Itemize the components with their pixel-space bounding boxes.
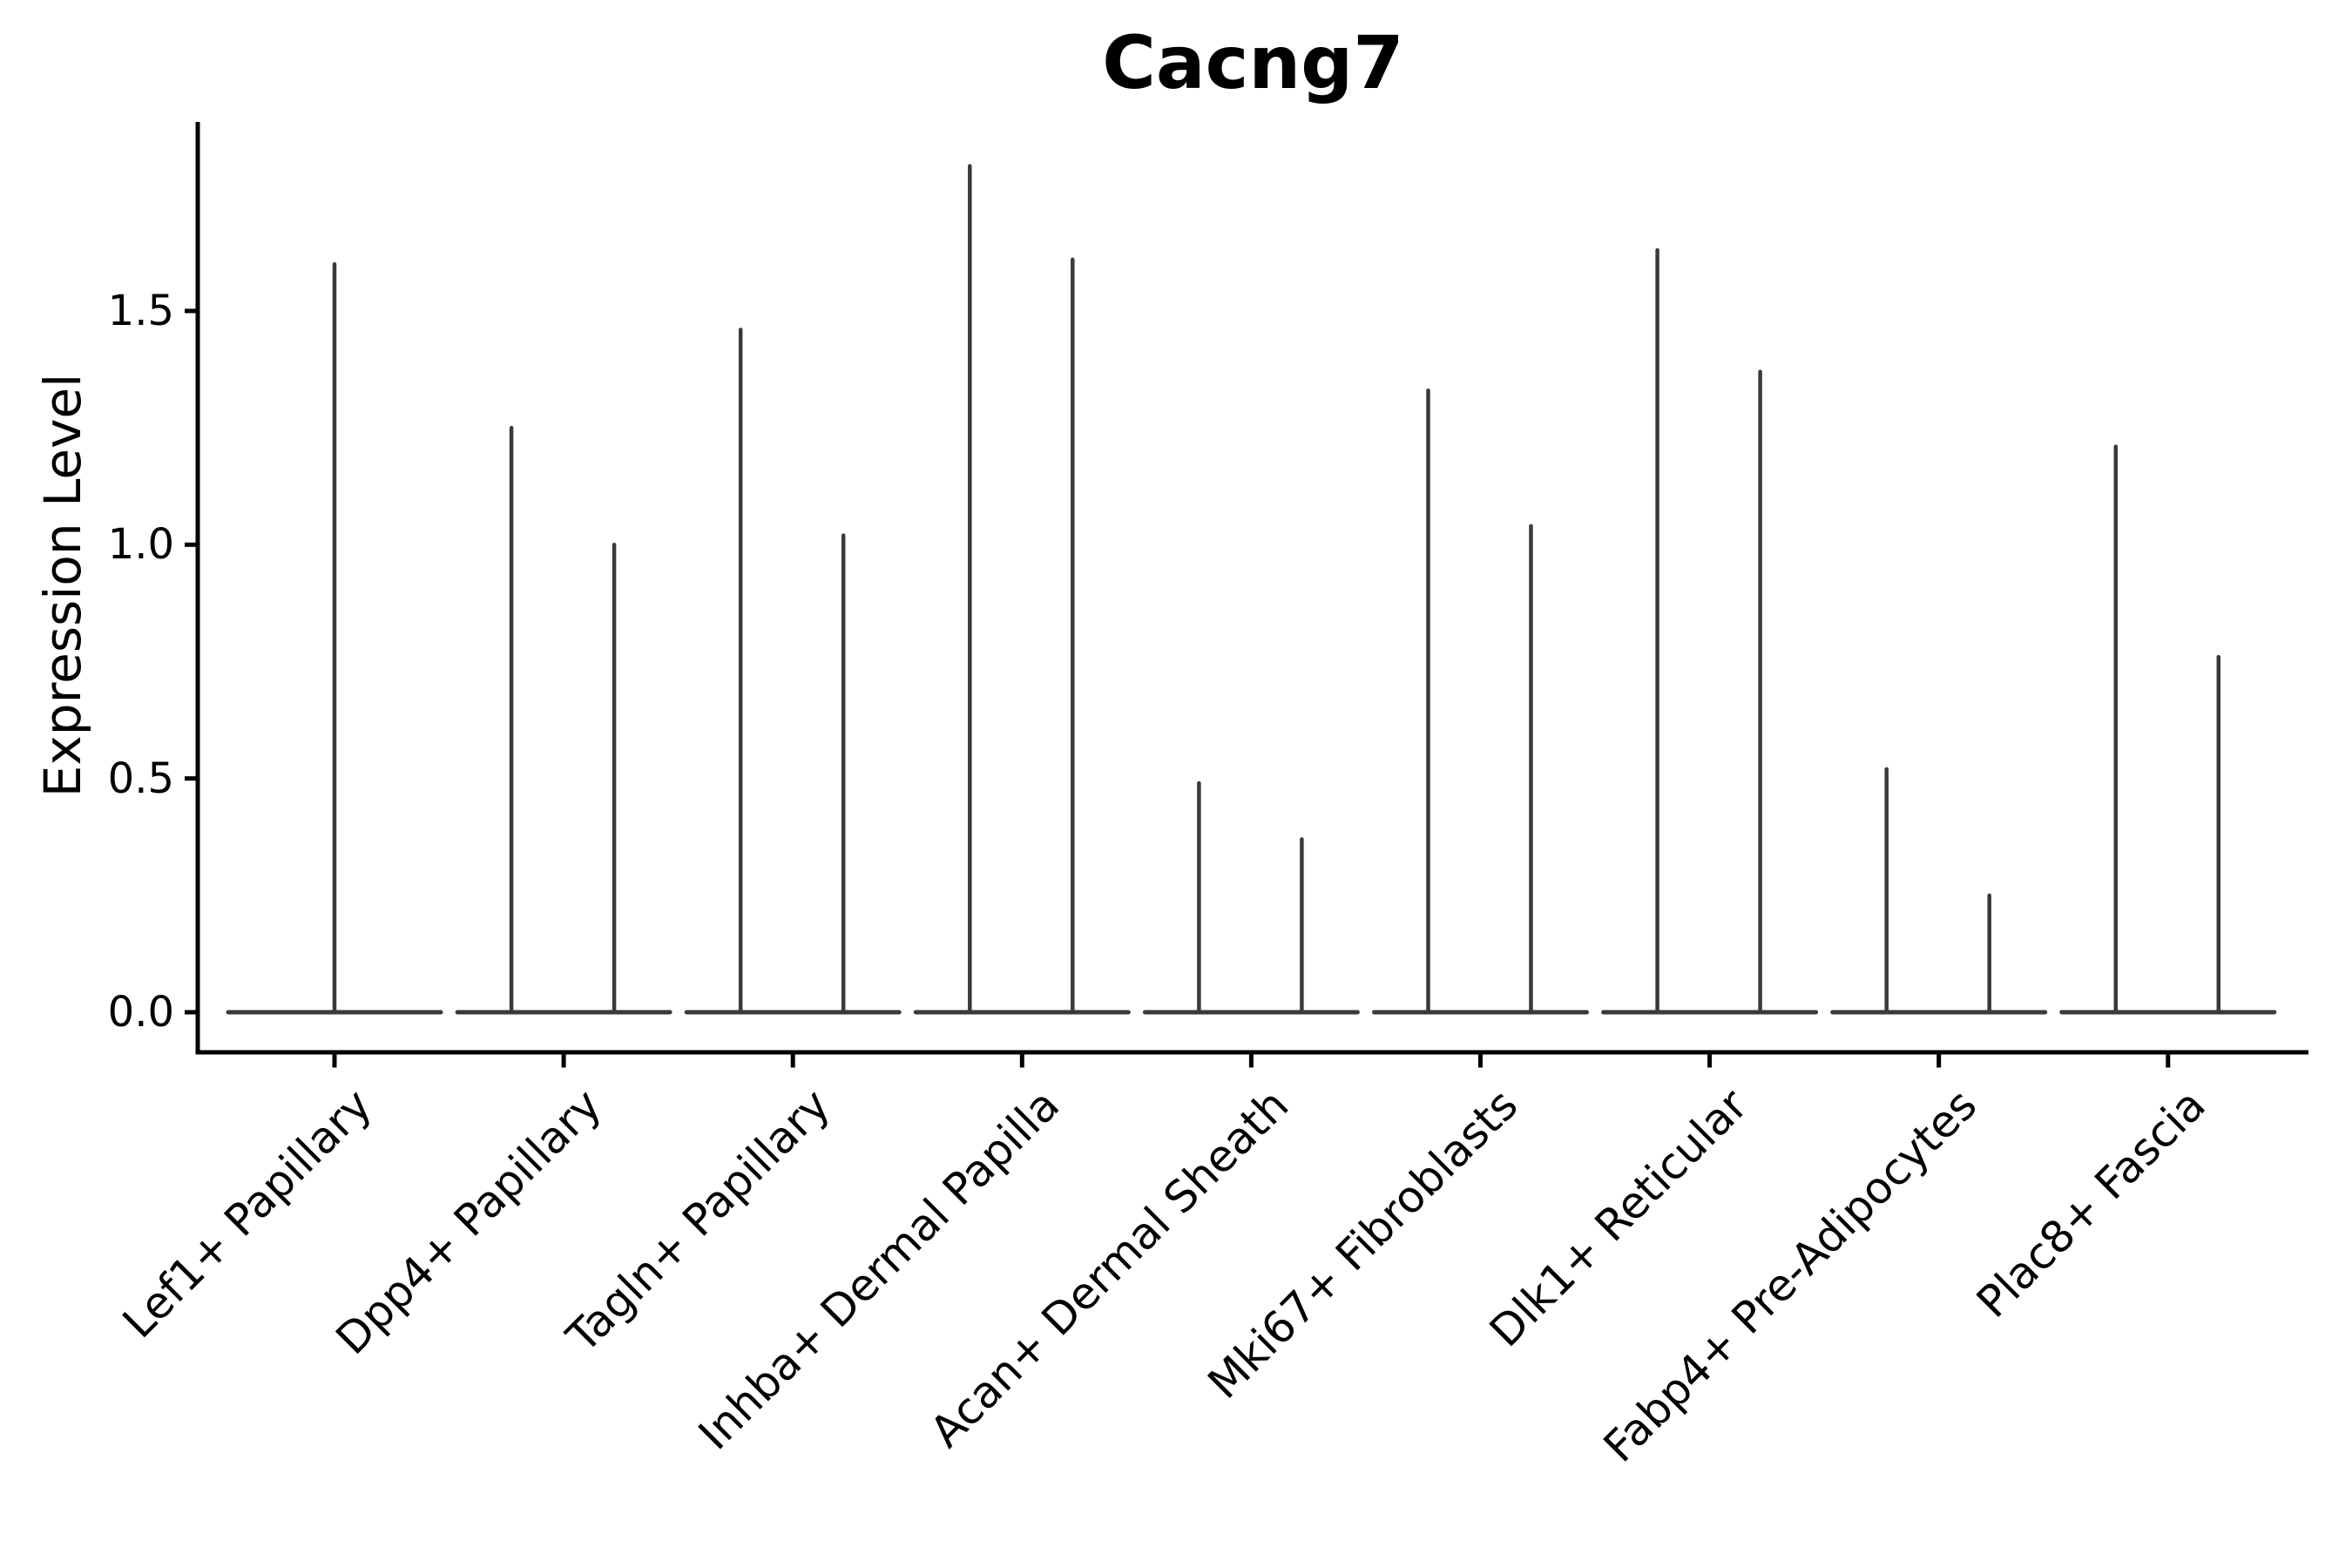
y-tick-label: 0.5: [107, 754, 174, 803]
chart-title: Cacng7: [1102, 20, 1404, 105]
y-tick-label: 1.0: [107, 520, 174, 570]
y-tick-label: 1.5: [107, 286, 174, 335]
y-tick-label: 0.0: [107, 988, 174, 1037]
